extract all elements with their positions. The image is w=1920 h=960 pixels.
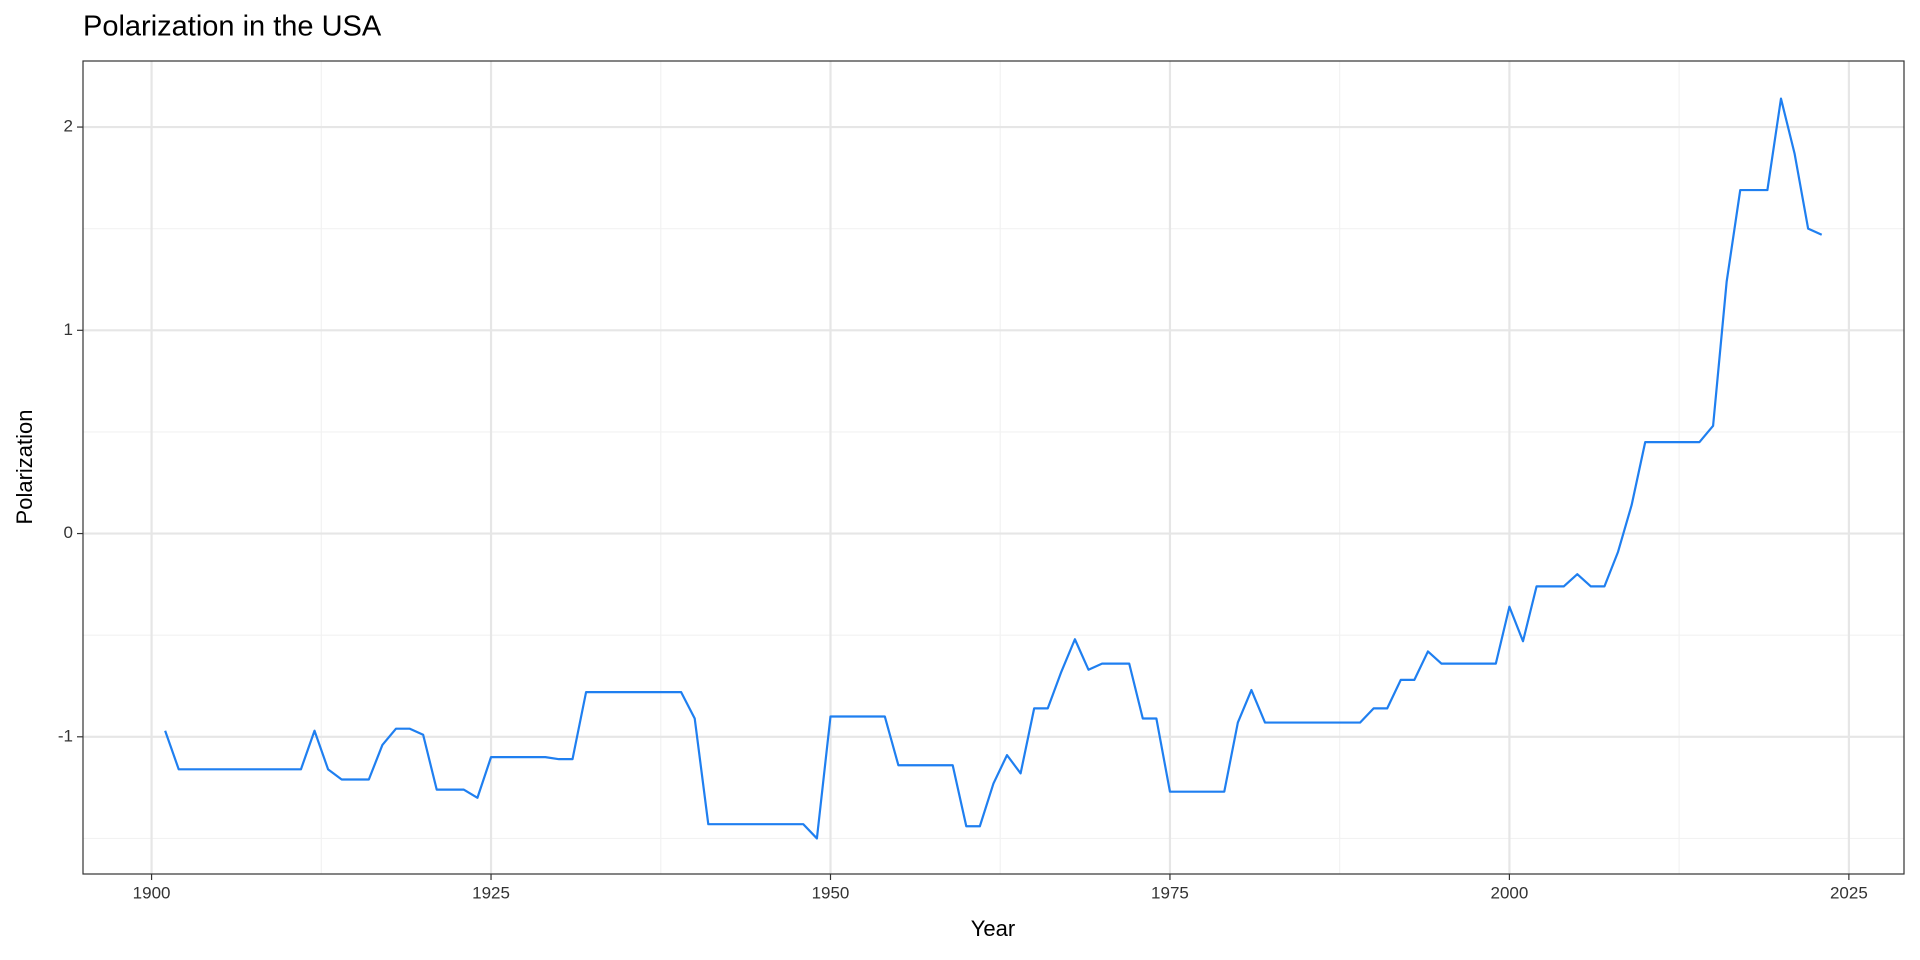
x-tick-label: 2025 bbox=[1830, 883, 1868, 902]
data-line bbox=[164, 97, 1823, 840]
x-tick-label: 1975 bbox=[1151, 883, 1189, 902]
x-axis-title: Year bbox=[971, 916, 1015, 941]
y-tick-label: 1 bbox=[64, 320, 73, 339]
chart-title: Polarization in the USA bbox=[83, 11, 382, 43]
y-tick-label: -1 bbox=[58, 726, 73, 745]
x-tick-label: 1950 bbox=[812, 883, 850, 902]
x-tick-label: 1925 bbox=[472, 883, 510, 902]
x-tick-label: 2000 bbox=[1490, 883, 1528, 902]
y-tick-label: 2 bbox=[64, 117, 73, 136]
y-tick-label: 0 bbox=[64, 523, 73, 542]
panel-border bbox=[82, 60, 1905, 875]
y-axis-title: Polarization bbox=[12, 410, 37, 525]
x-tick-label: 1900 bbox=[133, 883, 171, 902]
